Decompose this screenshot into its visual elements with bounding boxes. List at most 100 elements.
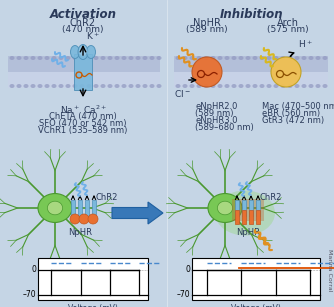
Text: Voltage (mV): Voltage (mV) [231,304,281,307]
Ellipse shape [122,84,127,88]
Ellipse shape [231,56,236,60]
Bar [242,200,246,216]
Ellipse shape [309,56,314,60]
Text: ChR2: ChR2 [260,193,282,203]
Ellipse shape [302,84,307,88]
Ellipse shape [281,84,286,88]
Ellipse shape [316,56,321,60]
Ellipse shape [16,56,21,60]
Ellipse shape [9,56,14,60]
Text: Activation: Activation [49,8,117,21]
Ellipse shape [267,84,272,88]
Polygon shape [112,202,163,224]
Ellipse shape [101,84,106,88]
Text: 0: 0 [31,265,36,274]
Text: Na$^+$ Ca$^{2+}$: Na$^+$ Ca$^{2+}$ [59,104,107,116]
Ellipse shape [94,84,99,88]
Ellipse shape [129,56,134,60]
Text: SFO (470 or 542 nm): SFO (470 or 542 nm) [39,119,127,128]
Bar [249,200,253,216]
Bar [71,200,75,216]
Text: ChR2: ChR2 [70,18,96,28]
Text: NpHR: NpHR [68,228,92,237]
Text: ChR2: ChR2 [96,193,118,203]
Ellipse shape [65,56,70,60]
Ellipse shape [196,84,201,88]
Ellipse shape [38,193,72,223]
Bar [78,200,82,216]
Text: ChETA (470 nm): ChETA (470 nm) [49,112,117,121]
Ellipse shape [295,56,300,60]
Ellipse shape [108,56,113,60]
Ellipse shape [115,56,120,60]
Bar [38,258,148,300]
Ellipse shape [253,84,258,88]
Ellipse shape [210,84,215,88]
Ellipse shape [316,84,321,88]
Bar [74,54,92,90]
Circle shape [79,214,89,224]
Ellipse shape [260,56,265,60]
Circle shape [88,214,98,224]
Ellipse shape [143,84,148,88]
Text: (589–680 nm): (589–680 nm) [195,123,254,132]
Ellipse shape [323,56,328,60]
Ellipse shape [115,84,120,88]
Text: H$^+$: H$^+$ [298,38,313,50]
Ellipse shape [238,84,243,88]
Text: –70: –70 [22,290,36,299]
Ellipse shape [267,56,272,60]
Ellipse shape [23,56,28,60]
Bar [256,200,260,216]
Ellipse shape [182,56,187,60]
Text: (589 nm): (589 nm) [186,25,228,34]
Text: Voltage (mV): Voltage (mV) [68,304,118,307]
Text: eBR (560 nm): eBR (560 nm) [262,109,320,118]
Ellipse shape [189,56,194,60]
Ellipse shape [150,84,155,88]
Ellipse shape [51,56,56,60]
Ellipse shape [122,56,127,60]
Bar [242,210,246,224]
Bar [92,200,96,216]
Ellipse shape [143,56,148,60]
Ellipse shape [58,84,63,88]
Text: Inhibition: Inhibition [220,8,284,21]
Text: Mac (470–500 nm): Mac (470–500 nm) [262,102,334,111]
Circle shape [70,214,80,224]
Ellipse shape [79,46,87,56]
Ellipse shape [79,84,85,88]
Ellipse shape [253,56,258,60]
Ellipse shape [288,56,293,60]
Text: Cl$^-$: Cl$^-$ [174,88,190,99]
Bar [174,72,328,88]
Ellipse shape [260,84,265,88]
Ellipse shape [23,84,28,88]
Bar [235,210,239,224]
Ellipse shape [157,84,162,88]
Ellipse shape [72,56,77,60]
Text: –70: –70 [176,290,190,299]
Ellipse shape [136,56,141,60]
Ellipse shape [101,56,106,60]
Ellipse shape [208,193,242,223]
Bar [174,56,328,72]
Ellipse shape [203,84,208,88]
Ellipse shape [245,84,250,88]
Text: K$^+$: K$^+$ [86,30,100,42]
Text: NpHR: NpHR [236,228,260,237]
Ellipse shape [238,56,243,60]
Ellipse shape [274,84,279,88]
Ellipse shape [189,84,194,88]
Ellipse shape [16,84,21,88]
Ellipse shape [274,56,279,60]
Ellipse shape [136,84,141,88]
Text: (589 nm): (589 nm) [195,109,233,118]
Bar [256,210,260,224]
Bar [192,258,320,300]
Bar [8,56,160,72]
Ellipse shape [175,56,180,60]
Ellipse shape [295,84,300,88]
Ellipse shape [9,84,14,88]
Ellipse shape [182,84,187,88]
